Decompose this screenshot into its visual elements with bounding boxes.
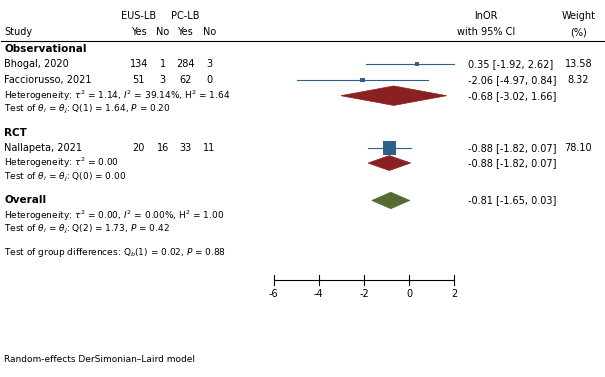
Text: PC-LB: PC-LB bbox=[171, 11, 199, 21]
Text: Heterogeneity: $\tau^2$ = 0.00, $\mathit{I}^2$ = 0.00%, H$^2$ = 1.00: Heterogeneity: $\tau^2$ = 0.00, $\mathit… bbox=[4, 208, 225, 223]
Text: -0.81 [-1.65, 0.03]: -0.81 [-1.65, 0.03] bbox=[468, 196, 557, 205]
Text: -6: -6 bbox=[269, 290, 278, 299]
Text: (%): (%) bbox=[570, 27, 587, 37]
Text: Bhogal, 2020: Bhogal, 2020 bbox=[4, 59, 69, 69]
Text: with 95% CI: with 95% CI bbox=[457, 27, 515, 37]
Text: Observational: Observational bbox=[4, 44, 87, 54]
Text: 11: 11 bbox=[203, 143, 215, 153]
Text: 3: 3 bbox=[206, 59, 212, 69]
Text: 134: 134 bbox=[129, 59, 148, 69]
Text: RCT: RCT bbox=[4, 128, 27, 138]
Text: -0.88 [-1.82, 0.07]: -0.88 [-1.82, 0.07] bbox=[468, 158, 557, 168]
Polygon shape bbox=[372, 192, 410, 209]
Text: 51: 51 bbox=[132, 75, 145, 85]
Text: Nallapeta, 2021: Nallapeta, 2021 bbox=[4, 143, 82, 153]
Text: Test of $\theta_i$ = $\theta_j$: Q(1) = 1.64, $\mathit{P}$ = 0.20: Test of $\theta_i$ = $\theta_j$: Q(1) = … bbox=[4, 103, 171, 116]
Polygon shape bbox=[368, 156, 411, 170]
Text: Weight: Weight bbox=[561, 11, 595, 21]
Text: -0.88 [-1.82, 0.07]: -0.88 [-1.82, 0.07] bbox=[468, 143, 557, 153]
Text: 284: 284 bbox=[176, 59, 194, 69]
Text: Heterogeneity: $\tau^2$ = 0.00: Heterogeneity: $\tau^2$ = 0.00 bbox=[4, 156, 120, 170]
Text: 3: 3 bbox=[160, 75, 166, 85]
Text: Random-effects DerSimonian–Laird model: Random-effects DerSimonian–Laird model bbox=[4, 356, 195, 365]
Text: No: No bbox=[156, 27, 169, 37]
Text: 62: 62 bbox=[179, 75, 191, 85]
Text: No: No bbox=[203, 27, 216, 37]
Text: 33: 33 bbox=[179, 143, 191, 153]
Text: Overall: Overall bbox=[4, 196, 47, 205]
Text: Test of $\theta_i$ = $\theta_j$: Q(0) = 0.00: Test of $\theta_i$ = $\theta_j$: Q(0) = … bbox=[4, 171, 127, 184]
Bar bbox=[415, 62, 419, 66]
Polygon shape bbox=[341, 86, 446, 106]
Text: 2: 2 bbox=[451, 290, 457, 299]
Text: 1: 1 bbox=[160, 59, 166, 69]
Text: lnOR: lnOR bbox=[474, 11, 498, 21]
Text: -2.06 [-4.97, 0.84]: -2.06 [-4.97, 0.84] bbox=[468, 75, 557, 85]
Text: Study: Study bbox=[4, 27, 33, 37]
Text: Heterogeneity: $\tau^2$ = 1.14, $\mathit{I}^2$ = 39.14%, H$^2$ = 1.64: Heterogeneity: $\tau^2$ = 1.14, $\mathit… bbox=[4, 89, 231, 103]
Text: Yes: Yes bbox=[177, 27, 193, 37]
Text: Test of $\theta_i$ = $\theta_j$: Q(2) = 1.73, $\mathit{P}$ = 0.42: Test of $\theta_i$ = $\theta_j$: Q(2) = … bbox=[4, 223, 170, 236]
Text: Yes: Yes bbox=[131, 27, 146, 37]
Text: 20: 20 bbox=[132, 143, 145, 153]
Bar bbox=[382, 141, 396, 155]
Text: -4: -4 bbox=[314, 290, 324, 299]
Text: 0: 0 bbox=[206, 75, 212, 85]
Text: Facciorusso, 2021: Facciorusso, 2021 bbox=[4, 75, 92, 85]
Text: 13.58: 13.58 bbox=[564, 59, 592, 69]
Text: -0.68 [-3.02, 1.66]: -0.68 [-3.02, 1.66] bbox=[468, 91, 557, 101]
Bar bbox=[361, 78, 365, 82]
Text: 0: 0 bbox=[406, 290, 412, 299]
Text: 0.35 [-1.92, 2.62]: 0.35 [-1.92, 2.62] bbox=[468, 59, 554, 69]
Text: 8.32: 8.32 bbox=[567, 75, 589, 85]
Text: EUS-LB: EUS-LB bbox=[121, 11, 156, 21]
Text: -2: -2 bbox=[359, 290, 369, 299]
Text: Test of group differences: Q$_b$(1) = 0.02, $\mathit{P}$ = 0.88: Test of group differences: Q$_b$(1) = 0.… bbox=[4, 246, 226, 259]
Text: 78.10: 78.10 bbox=[564, 143, 592, 153]
Text: 16: 16 bbox=[157, 143, 169, 153]
